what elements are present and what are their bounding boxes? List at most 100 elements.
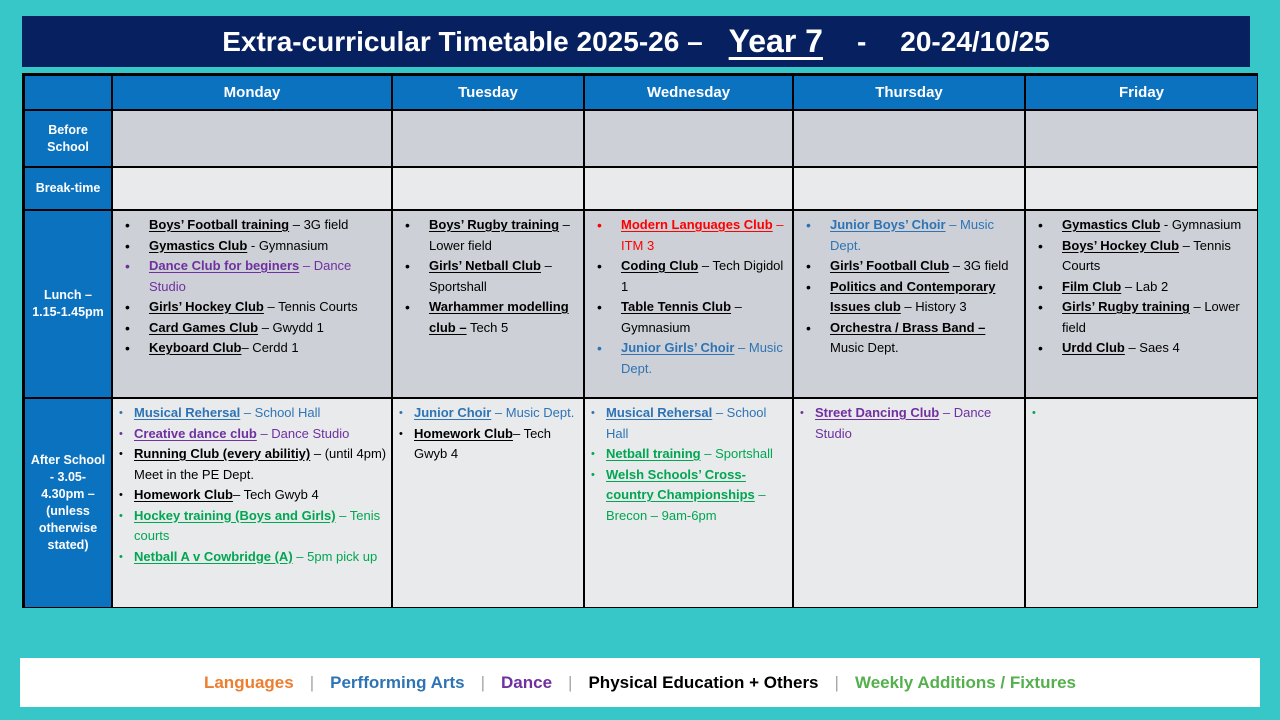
row-label-before-school: Before School (25, 111, 111, 166)
club-location: – 3G field (289, 217, 349, 232)
club-name: Dance Club for beginers (149, 258, 300, 273)
title-text: Extra-curricular Timetable 2025-26 – (222, 25, 703, 57)
entry-list: Musical Rehersal – School HallNetball tr… (589, 403, 788, 526)
club-entry: Orchestra / Brass Band – Music Dept. (798, 318, 1020, 359)
club-location: - Gymnasium (1160, 217, 1242, 232)
club-location: Tech 5 (466, 319, 509, 335)
club-name: Welsh Schools’ Cross-country Championshi… (606, 466, 755, 503)
day-header-monday: Monday (113, 76, 391, 109)
club-entry: Homework Club– Tech Gwyb 4 (397, 424, 579, 465)
club-name: Coding Club (621, 258, 699, 273)
club-entry: Gymastics Club - Gymnasium (1030, 215, 1253, 236)
club-location: – Dance Studio (815, 405, 992, 441)
entry-list: Boys’ Rugby training – Lower fieldGirls’… (397, 215, 579, 338)
club-name: Junior Choir (414, 405, 492, 420)
club-name: Boys’ Rugby training (429, 217, 560, 232)
club-entry: Netball A v Cowbridge (A) – 5pm pick up (117, 547, 387, 568)
cell-monday-lunch: Boys’ Football training – 3G fieldGymast… (113, 211, 391, 397)
club-name: Orchestra / Brass Band – (830, 319, 986, 335)
club-name: Musical Rehersal (606, 405, 713, 420)
club-location: – 3G field (949, 258, 1009, 273)
cell-wednesday-after: Musical Rehersal – School HallNetball tr… (585, 399, 792, 607)
cell-monday-break (113, 168, 391, 209)
entry-list: Junior Choir – Music Dept.Homework Club–… (397, 403, 579, 465)
legend-separator: | (309, 672, 315, 692)
club-entry: Welsh Schools’ Cross-country Championshi… (589, 465, 788, 527)
legend-item-weekly-additions-fixtures: Weekly Additions / Fixtures (854, 672, 1077, 692)
club-location: – Tennis Courts (263, 299, 358, 314)
club-entry: Homework Club– Tech Gwyb 4 (117, 485, 387, 506)
club-name: Junior Boys’ Choir (830, 217, 946, 232)
club-name: Running Club (every abilitiy) (134, 446, 311, 461)
club-entry: Girls’ Football Club – 3G field (798, 256, 1020, 277)
cell-tuesday-lunch: Boys’ Rugby training – Lower fieldGirls’… (393, 211, 583, 397)
club-entry: Politics and Contemporary Issues club – … (798, 277, 1020, 318)
cell-wednesday-break (585, 168, 792, 209)
club-name: Girls’ Hockey Club (149, 299, 264, 314)
title-week-date: 20-24/10/25 (900, 25, 1050, 57)
cell-thursday-before (794, 111, 1024, 166)
club-entry: Netball training – Sportshall (589, 444, 788, 465)
club-entry: Table Tennis Club – Gymnasium (589, 297, 788, 338)
club-name: Warhammer modelling club – (429, 299, 569, 335)
entry-list: Gymastics Club - GymnasiumBoys’ Hockey C… (1030, 215, 1253, 359)
club-name: Netball A v Cowbridge (A) (134, 548, 293, 564)
cell-wednesday-lunch: Modern Languages Club – ITM 3Coding Club… (585, 211, 792, 397)
legend-item-physical-education-others: Physical Education + Others (588, 672, 819, 692)
club-entry: Boys’ Football training – 3G field (117, 215, 387, 236)
club-location: – Sportshall (429, 258, 552, 294)
club-location: – Sportshall (700, 446, 773, 461)
club-location: – Lower field (429, 217, 570, 253)
corner-cell (25, 76, 111, 109)
club-entry: Girls’ Rugby training – Lower field (1030, 297, 1253, 338)
club-entry: Warhammer modelling club – Tech 5 (397, 297, 579, 338)
club-name: Gymastics Club (149, 237, 248, 253)
club-location: – History 3 (900, 299, 967, 314)
day-header-wednesday: Wednesday (585, 76, 792, 109)
club-location: – Music Dept. (621, 340, 783, 376)
cell-monday-before (113, 111, 391, 166)
legend-separator: | (834, 672, 839, 692)
club-name: Urdd Club (1062, 340, 1125, 355)
club-location: - Gymnasium (247, 237, 329, 253)
club-name: Musical Rehersal (134, 405, 241, 420)
legend-item-perfforming-arts: Perfforming Arts (330, 672, 465, 692)
day-header-tuesday: Tuesday (393, 76, 583, 109)
cell-friday-after (1026, 399, 1257, 607)
entry-list: Musical Rehersal – School HallCreative d… (117, 403, 387, 567)
club-name: Hockey training (Boys and Girls) (134, 507, 336, 523)
club-location: Music Dept. (830, 340, 899, 355)
club-entry: Card Games Club – Gwydd 1 (117, 318, 387, 339)
legend-item-languages: Languages (203, 672, 294, 692)
club-name: Boys’ Football training (149, 217, 290, 232)
club-location: – Music Dept. (830, 217, 994, 253)
club-entry: Gymastics Club - Gymnasium (117, 236, 387, 257)
club-entry: Dance Club for beginers – Dance Studio (117, 256, 387, 297)
club-name: Gymastics Club (1062, 217, 1161, 232)
timetable: Monday Tuesday Wednesday Thursday Friday Befo… (22, 73, 1258, 608)
cell-monday-after: Musical Rehersal – School HallCreative d… (113, 399, 391, 607)
club-location: – Dance Studio (256, 425, 350, 441)
cell-friday-before (1026, 111, 1257, 166)
club-name: Modern Languages Club (621, 217, 773, 232)
day-header-thursday: Thursday (794, 76, 1024, 109)
club-location: – Saes 4 (1124, 340, 1180, 355)
title-separator-dash: - (856, 25, 867, 57)
club-entry: Musical Rehersal – School Hall (589, 403, 788, 444)
club-location: – Tech Digidol 1 (621, 258, 784, 294)
club-entry: Keyboard Club– Cerdd 1 (117, 338, 387, 359)
club-entry: Boys’ Rugby training – Lower field (397, 215, 579, 256)
club-name: Girls’ Football Club (830, 258, 950, 273)
club-location: – Brecon – 9am-6pm (606, 487, 766, 523)
club-entry: Urdd Club – Saes 4 (1030, 338, 1253, 359)
club-location: – Cerdd 1 (241, 340, 299, 355)
legend-item-dance: Dance (501, 672, 553, 692)
cell-tuesday-before (393, 111, 583, 166)
cell-thursday-lunch: Junior Boys’ Choir – Music Dept. Girls’ F… (794, 211, 1024, 397)
club-location: – Tenis courts (134, 507, 381, 544)
legend-separator: | (568, 672, 573, 692)
title-year: Year 7 (728, 23, 823, 59)
club-entry: Girls’ Hockey Club – Tennis Courts (117, 297, 387, 318)
club-entry: Junior Girls’ Choir – Music Dept. (589, 338, 788, 379)
row-label-lunch-1: Lunch – 1.15-1.45pm (25, 211, 111, 397)
